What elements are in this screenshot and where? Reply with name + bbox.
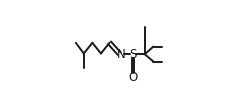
Text: S: S (130, 48, 137, 61)
Text: N: N (116, 48, 125, 61)
Text: O: O (128, 71, 138, 84)
